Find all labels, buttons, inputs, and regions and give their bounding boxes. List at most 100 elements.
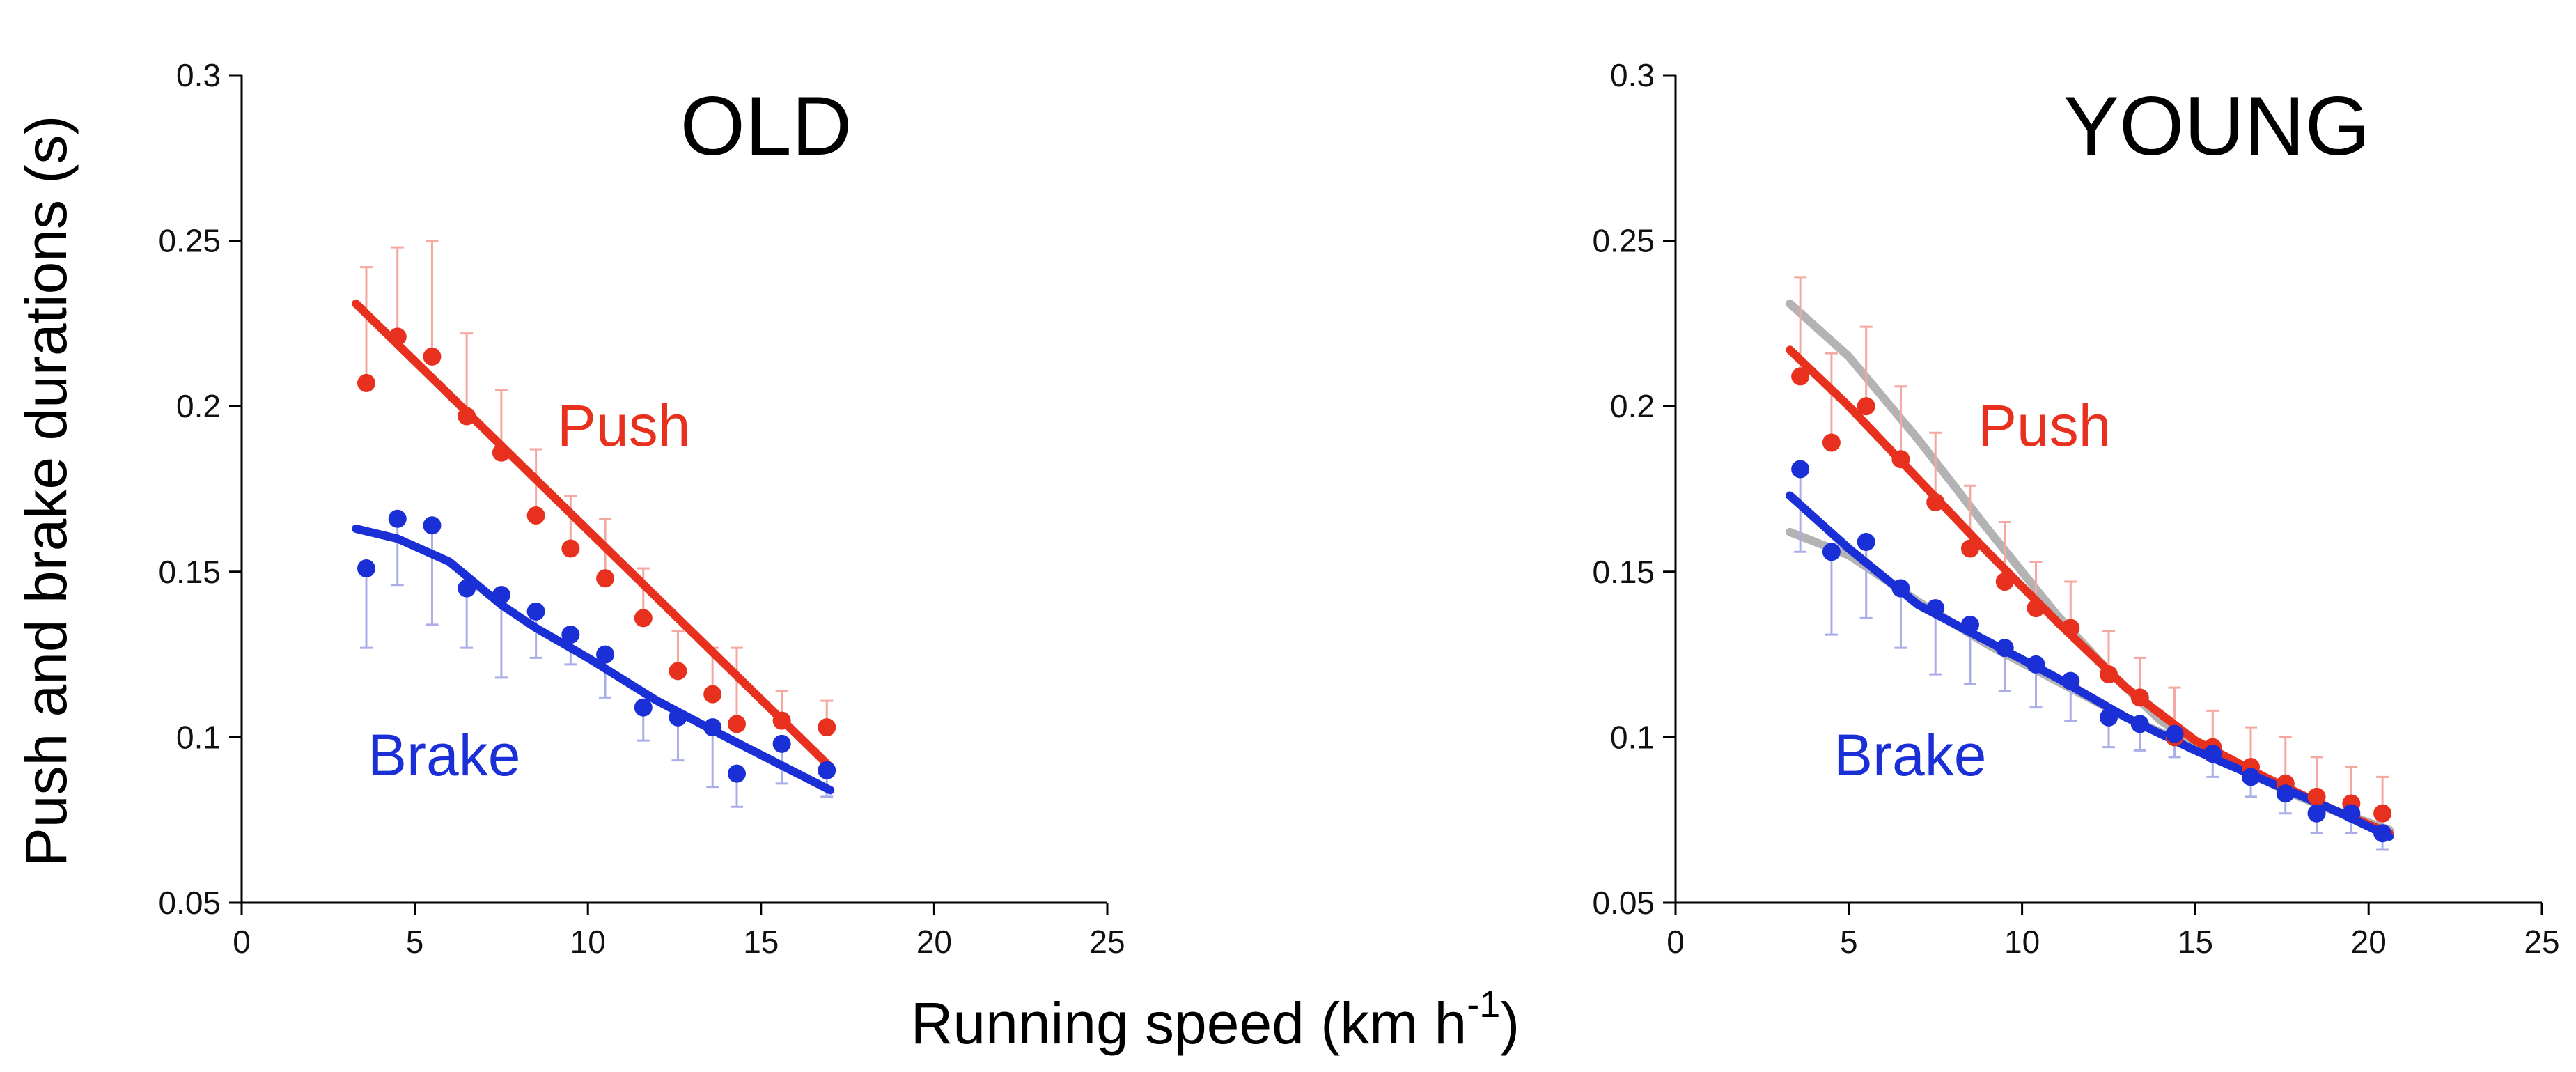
brake-data-point bbox=[526, 602, 545, 621]
brake-data-point bbox=[818, 761, 836, 779]
push-data-point bbox=[423, 347, 442, 366]
push-data-point bbox=[2130, 688, 2149, 707]
brake-data-point bbox=[2373, 824, 2392, 843]
x-tick-label: 15 bbox=[743, 924, 779, 960]
brake-data-point bbox=[2130, 715, 2149, 733]
push-data-point bbox=[561, 539, 580, 558]
y-tick-label: 0.25 bbox=[158, 223, 221, 259]
panel-title: YOUNG bbox=[2063, 79, 2370, 173]
brake-data-point bbox=[1822, 543, 1841, 561]
x-axis-title-close: ) bbox=[1500, 991, 1520, 1056]
brake-data-point bbox=[669, 708, 687, 727]
brake-data-point bbox=[1891, 579, 1910, 598]
y-axis-title: Push and brake durations (s) bbox=[13, 116, 79, 867]
x-tick-label: 10 bbox=[2004, 924, 2040, 960]
x-tick-label: 5 bbox=[406, 924, 424, 960]
x-tick-label: 20 bbox=[2351, 924, 2387, 960]
push-data-point bbox=[1960, 539, 1979, 558]
brake-data-point bbox=[727, 764, 746, 783]
brake-data-point bbox=[388, 509, 407, 528]
brake-fit-line bbox=[1786, 491, 2394, 841]
brake-data-point bbox=[2342, 804, 2361, 823]
old-panel: 0.05 0.1 0.15 0.2 0.25 0.3 0 5 10 15 20 25 OLD Push Br… bbox=[158, 57, 1125, 960]
brake-data-point bbox=[1995, 639, 2014, 658]
push-data-point bbox=[772, 711, 791, 730]
brake-data-point bbox=[423, 516, 442, 535]
brake-data-point bbox=[2307, 804, 2326, 823]
y-tick-label: 0.25 bbox=[1592, 223, 1655, 259]
panel-title: OLD bbox=[680, 79, 852, 173]
y-tick-label: 0.3 bbox=[176, 57, 221, 93]
push-data-point bbox=[492, 443, 510, 462]
brake-data-point bbox=[2242, 768, 2261, 786]
y-tick-label: 0.2 bbox=[176, 388, 221, 424]
push-data-point bbox=[634, 609, 653, 628]
push-series-label: Push bbox=[1978, 393, 2111, 458]
push-data-point bbox=[357, 373, 375, 392]
push-data-point bbox=[458, 407, 476, 426]
push-data-point bbox=[388, 327, 407, 346]
brake-series-label: Brake bbox=[1834, 722, 1986, 788]
push-data-point bbox=[526, 506, 545, 525]
x-axis-title-main: Running speed (km h bbox=[911, 991, 1467, 1056]
brake-data-point bbox=[2027, 655, 2045, 674]
y-tick-label: 0.05 bbox=[158, 885, 221, 921]
brake-data-point bbox=[492, 586, 510, 605]
push-data-point bbox=[596, 569, 615, 588]
push-data-point bbox=[2027, 599, 2045, 618]
brake-data-point bbox=[596, 645, 615, 664]
y-tick-label: 0.2 bbox=[1610, 388, 1655, 424]
x-tick-label: 5 bbox=[1840, 924, 1858, 960]
y-tick-label: 0.3 bbox=[1610, 57, 1655, 93]
brake-data-point bbox=[2061, 671, 2080, 690]
brake-data-point bbox=[772, 734, 791, 753]
brake-data-point bbox=[2100, 708, 2118, 727]
y-tick-label: 0.15 bbox=[158, 554, 221, 590]
y-tick-label: 0.1 bbox=[176, 719, 221, 755]
x-tick-label: 0 bbox=[1666, 924, 1685, 960]
push-data-point bbox=[1995, 573, 2014, 591]
brake-data-point bbox=[2203, 745, 2222, 763]
brake-data-point bbox=[2165, 724, 2184, 743]
x-tick-label: 15 bbox=[2178, 924, 2213, 960]
y-tick-label: 0.05 bbox=[1592, 885, 1655, 921]
brake-data-point bbox=[1791, 460, 1810, 479]
y-tick-label: 0.1 bbox=[1610, 719, 1655, 755]
push-data-point bbox=[2373, 804, 2392, 823]
brake-series-label: Brake bbox=[368, 722, 520, 788]
brake-data-point bbox=[1960, 615, 1979, 634]
brake-data-point bbox=[703, 718, 722, 737]
push-series-label: Push bbox=[557, 393, 690, 458]
brake-data-point bbox=[2276, 784, 2295, 803]
push-data-point bbox=[2061, 619, 2080, 637]
push-data-point bbox=[1822, 433, 1841, 452]
brake-data-point bbox=[357, 559, 375, 578]
push-data-point bbox=[1926, 493, 1945, 512]
brake-data-point bbox=[1857, 533, 1875, 552]
x-axis-title: Running speed (km h-1) bbox=[911, 984, 1520, 1056]
brake-fit-line bbox=[352, 525, 835, 795]
x-tick-label: 25 bbox=[2524, 924, 2559, 960]
brake-data-point bbox=[458, 579, 476, 598]
x-axis-title-superscript: -1 bbox=[1467, 984, 1500, 1025]
push-data-point bbox=[669, 662, 687, 681]
push-data-point bbox=[2100, 665, 2118, 684]
push-data-point bbox=[818, 718, 836, 737]
x-tick-label: 0 bbox=[233, 924, 251, 960]
push-fit-line bbox=[352, 299, 835, 772]
brake-data-point bbox=[634, 698, 653, 717]
push-data-point bbox=[1857, 397, 1875, 416]
push-data-point bbox=[727, 715, 746, 733]
young-panel: 0.05 0.1 0.15 0.2 0.25 0.3 0 5 10 15 20 25 YOUNG Push… bbox=[1592, 57, 2559, 960]
x-tick-label: 20 bbox=[916, 924, 952, 960]
y-tick-label: 0.15 bbox=[1592, 554, 1655, 590]
x-tick-label: 25 bbox=[1089, 924, 1125, 960]
brake-data-point bbox=[561, 626, 580, 644]
brake-data-point bbox=[1926, 599, 1945, 618]
push-data-point bbox=[1791, 367, 1810, 386]
x-tick-label: 10 bbox=[570, 924, 606, 960]
push-data-point bbox=[1891, 450, 1910, 469]
push-data-point bbox=[2307, 787, 2326, 806]
push-data-point bbox=[703, 685, 722, 704]
